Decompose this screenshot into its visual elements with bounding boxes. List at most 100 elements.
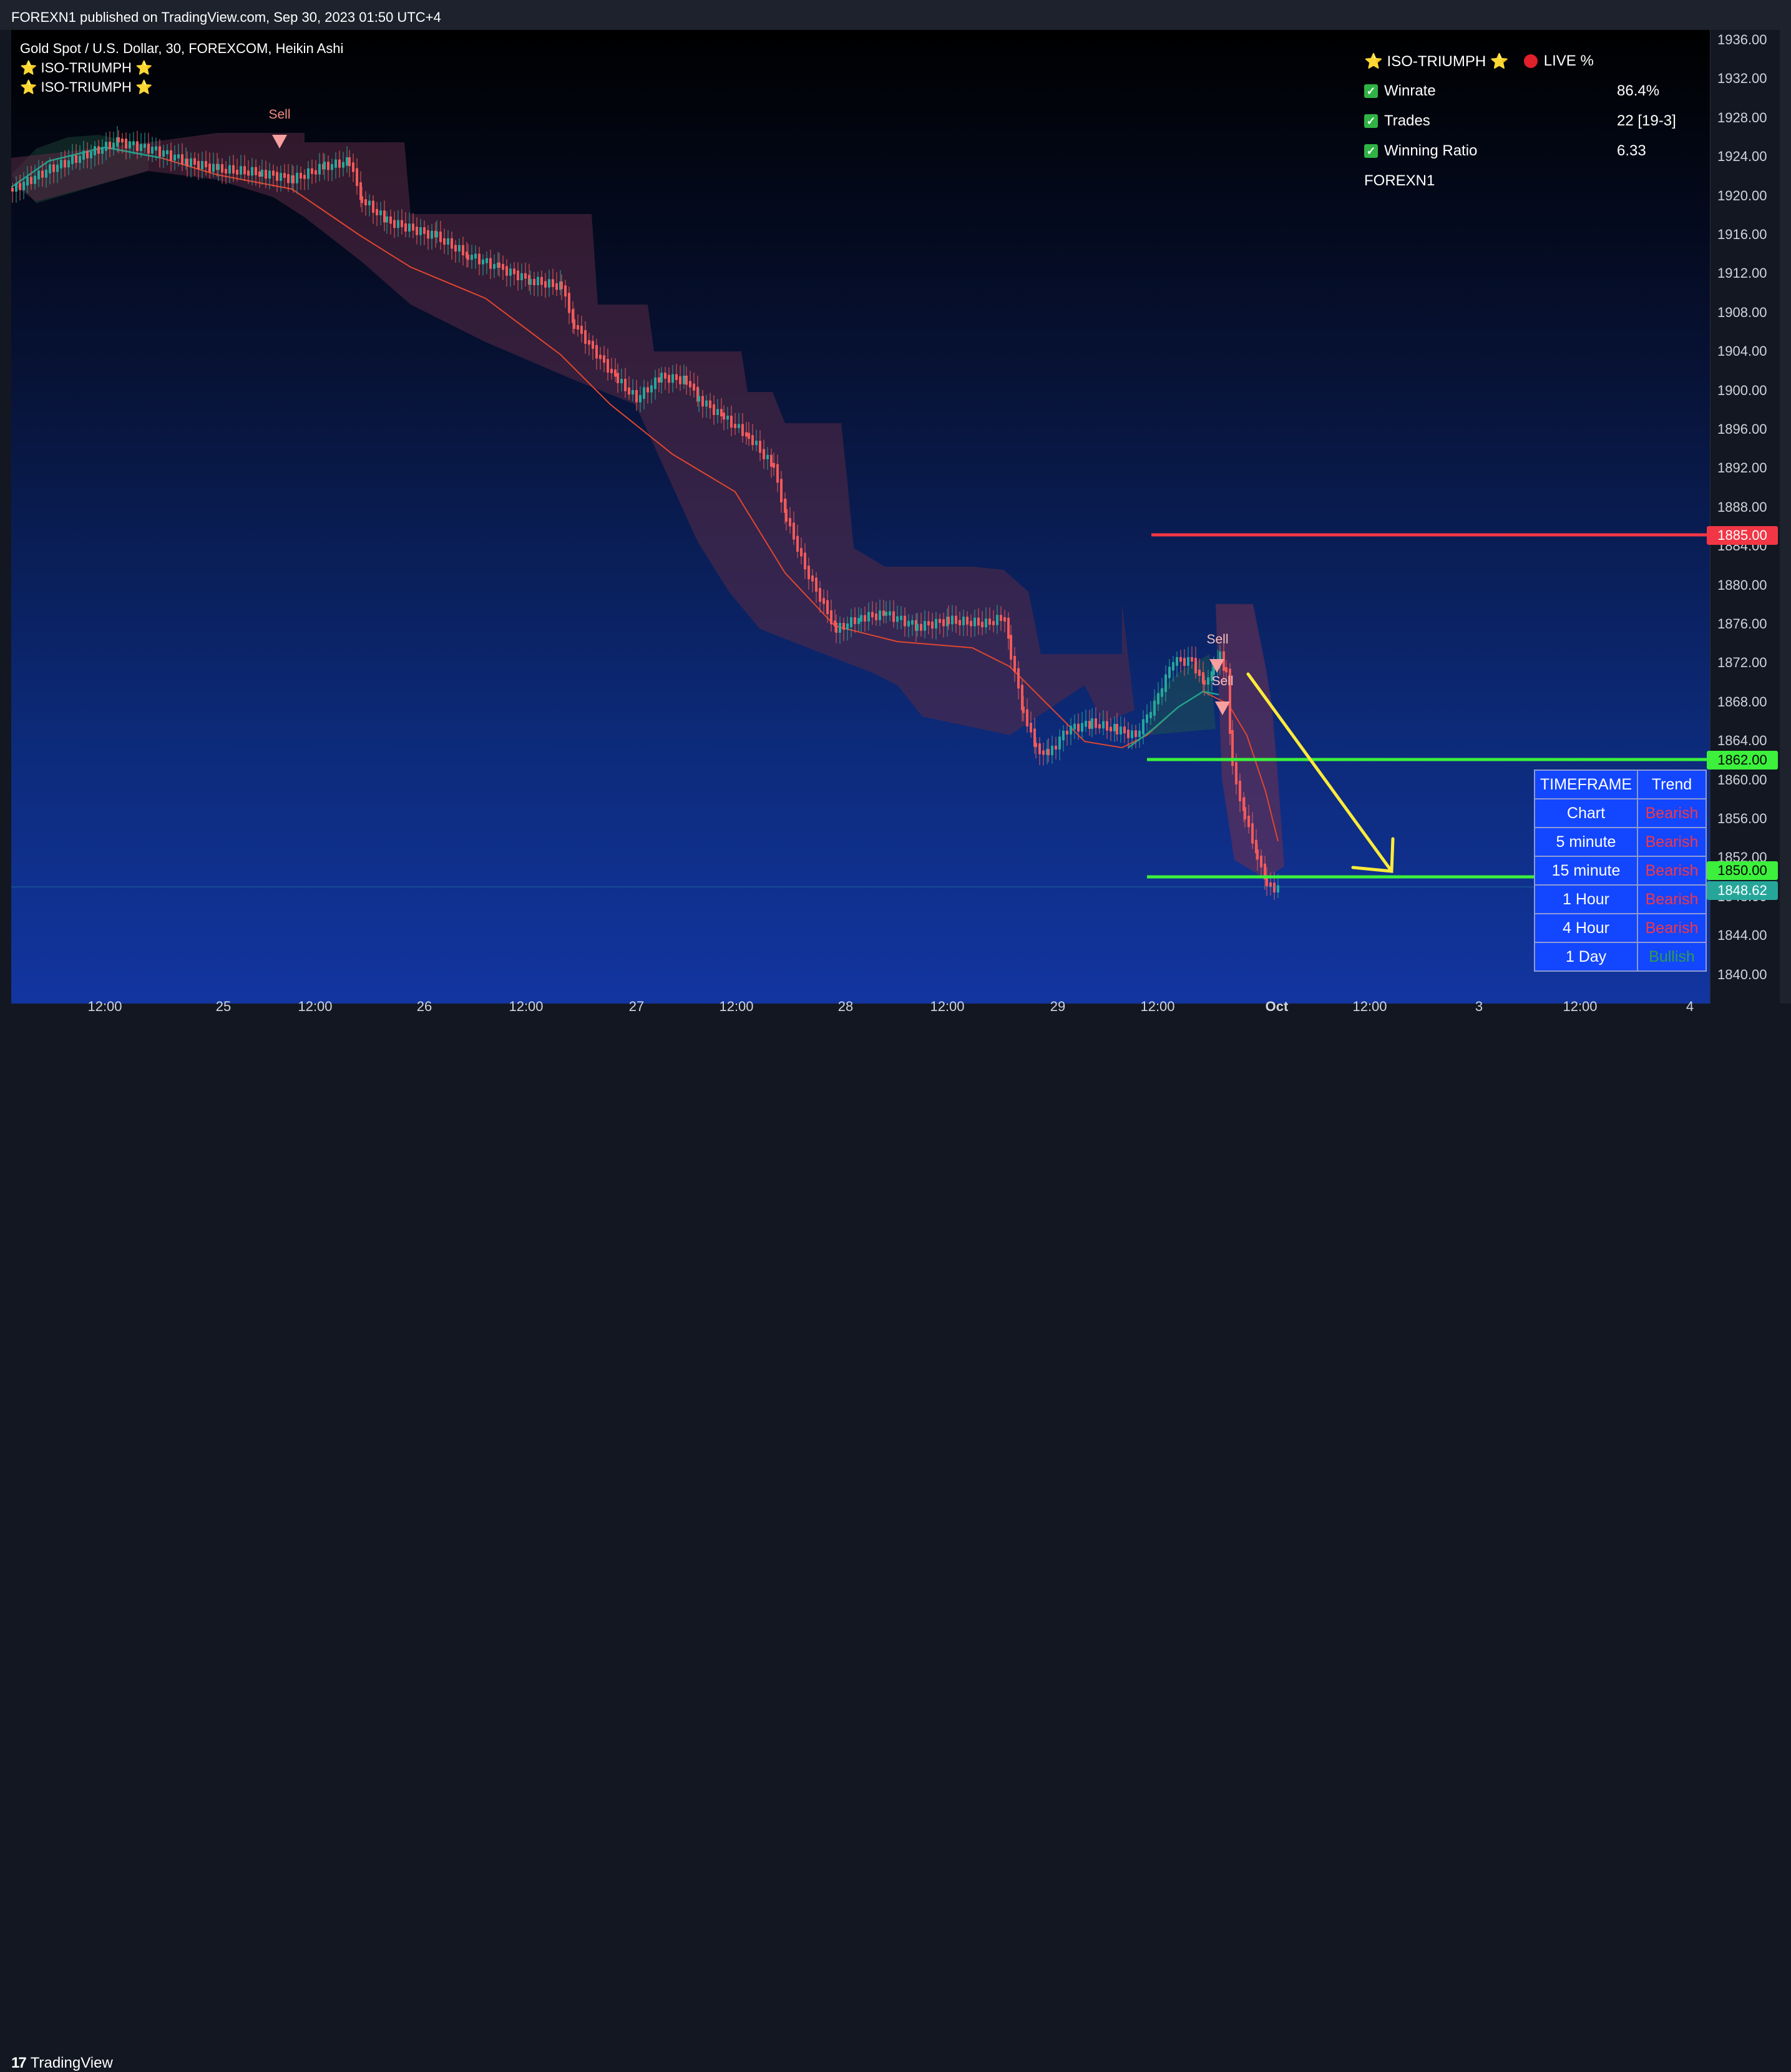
candle-body xyxy=(1256,849,1259,859)
candle-body xyxy=(64,160,66,168)
candle-body xyxy=(462,245,464,256)
candle-body xyxy=(1191,657,1193,662)
symbol-title[interactable]: Gold Spot / U.S. Dollar, 30, FOREXCOM, H… xyxy=(20,41,344,56)
candle-body xyxy=(338,159,341,168)
candle-body xyxy=(15,183,17,192)
candle-body xyxy=(1098,724,1101,729)
price-tick-label: 1936.00 xyxy=(1717,32,1767,47)
timeframe-cell: 5 minute xyxy=(1534,827,1638,857)
cloud-bear-main xyxy=(11,133,1135,735)
candle-body xyxy=(105,142,107,151)
candle-body xyxy=(639,395,642,403)
candle-body xyxy=(572,309,574,323)
candle-body xyxy=(951,615,954,625)
trend-cell: Bearish xyxy=(1637,827,1707,857)
candle-body xyxy=(1077,723,1080,732)
candle-body xyxy=(1058,736,1061,750)
candle-body xyxy=(1073,723,1076,730)
candle-body xyxy=(822,598,825,604)
candle-body xyxy=(610,368,613,374)
candle-body xyxy=(348,157,351,167)
candle-body xyxy=(1164,674,1167,692)
table-row: 1 Hour Bearish xyxy=(1534,884,1707,914)
candle-body xyxy=(307,168,310,179)
candle-body xyxy=(243,166,246,175)
candle-body xyxy=(1003,617,1006,622)
candle-body xyxy=(974,617,976,627)
candle-body xyxy=(1127,730,1130,738)
candle-body xyxy=(568,293,570,313)
indicator-name-2[interactable]: ⭐ ISO-TRIUMPH ⭐ xyxy=(20,79,153,95)
right-edge xyxy=(1780,30,1791,1004)
candle-body xyxy=(900,615,902,620)
chart-canvas[interactable]: Sell Sell Sell xyxy=(11,30,1710,1004)
candle-body xyxy=(60,160,62,169)
candle-body xyxy=(451,238,453,249)
time-tick-label: 26 xyxy=(416,999,432,1014)
candle-body xyxy=(505,266,508,276)
candle-body xyxy=(334,159,337,168)
support-price-label-1850: 1850.00 xyxy=(1707,861,1778,880)
candle-body xyxy=(1013,655,1016,672)
table-header-row: TIMEFRAME Trend xyxy=(1534,770,1707,799)
time-tick-label: 28 xyxy=(837,999,854,1014)
candle-body xyxy=(431,230,433,239)
candle-body xyxy=(564,285,567,297)
price-tick-label: 1924.00 xyxy=(1717,149,1767,165)
table-row: 4 Hour Bearish xyxy=(1534,913,1707,943)
candle-body xyxy=(584,330,587,344)
time-axis[interactable] xyxy=(0,1004,1791,1024)
candle-body xyxy=(493,264,495,269)
price-tick-label: 1920.00 xyxy=(1717,187,1767,203)
price-tick-label: 1908.00 xyxy=(1717,304,1767,320)
candle-body xyxy=(75,155,77,163)
candle-body xyxy=(819,588,821,602)
candle-body xyxy=(555,283,558,290)
candle-body xyxy=(614,369,617,377)
candle-body xyxy=(679,376,681,384)
candle-body xyxy=(815,577,817,592)
resistance-price-label: 1885.00 xyxy=(1707,526,1778,545)
chart-pane[interactable]: Sell Sell Sell Gold Spot / U.S. Dollar, … xyxy=(11,30,1710,1004)
candle-body xyxy=(544,281,547,288)
candle-body xyxy=(412,223,414,231)
price-axis[interactable] xyxy=(1710,30,1780,1004)
price-tick-label: 1872.00 xyxy=(1717,655,1767,671)
time-tick-label: 12:00 xyxy=(298,999,333,1014)
candle-body xyxy=(482,259,484,265)
candle-body xyxy=(635,390,638,403)
time-tick-label: 12:00 xyxy=(719,999,754,1014)
price-tick-label: 1932.00 xyxy=(1717,71,1767,87)
sell-signal-1: Sell xyxy=(268,107,291,149)
candle-body xyxy=(1095,718,1097,728)
candle-body xyxy=(1269,882,1272,887)
trend-cell: Bearish xyxy=(1637,913,1707,943)
candle-body xyxy=(34,175,36,184)
indicator-name-1[interactable]: ⭐ ISO-TRIUMPH ⭐ xyxy=(20,60,153,76)
price-tick-label: 1880.00 xyxy=(1717,577,1767,593)
candle-body xyxy=(258,171,261,177)
candle-body xyxy=(1021,685,1023,710)
time-tick-label: 4 xyxy=(1686,999,1694,1014)
candle-body xyxy=(784,498,786,513)
candle-body xyxy=(318,164,321,175)
candle-body xyxy=(854,617,856,624)
candle-body xyxy=(401,220,403,227)
price-tick-label: 1904.00 xyxy=(1717,343,1767,359)
candle-body xyxy=(240,166,242,175)
candle-body xyxy=(383,210,386,223)
candle-body xyxy=(1085,721,1087,727)
candle-body xyxy=(1030,723,1032,733)
tradingview-brand[interactable]: 17 TradingView xyxy=(11,2055,113,2072)
candle-body xyxy=(573,319,575,329)
candle-body xyxy=(770,454,773,467)
candle-body xyxy=(892,611,895,622)
candle-body xyxy=(734,424,736,428)
candle-body xyxy=(513,268,515,275)
stats-label: Winning Ratio xyxy=(1384,142,1478,159)
candle-body xyxy=(265,170,267,179)
time-tick-label: 12:00 xyxy=(1352,999,1387,1014)
candle-body xyxy=(1091,718,1093,729)
candle-body xyxy=(966,617,969,625)
candle-body xyxy=(1135,730,1137,737)
